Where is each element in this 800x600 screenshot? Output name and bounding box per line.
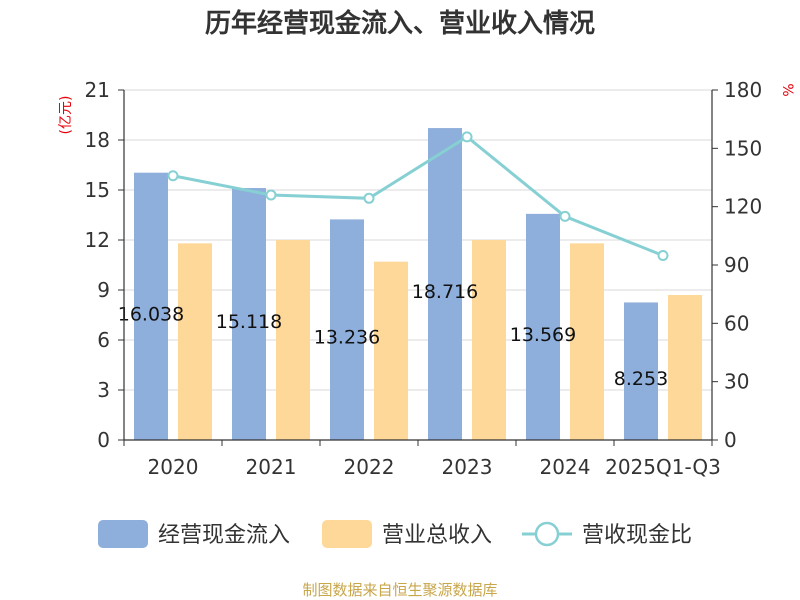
ratio-point[interactable]: [461, 131, 473, 143]
x-tick-label: 2021: [246, 455, 297, 479]
bar-revenue[interactable]: [472, 240, 506, 440]
ratio-point[interactable]: [167, 170, 179, 182]
x-tick-label: 2024: [540, 455, 591, 479]
bar-value-label: 16.038: [118, 303, 184, 325]
legend-marker-ratio[interactable]: [534, 521, 560, 547]
ratio-point[interactable]: [265, 189, 277, 201]
left-tick-label: 6: [97, 328, 110, 352]
left-axis-unit: (亿元): [58, 96, 74, 135]
bar-value-label: 13.569: [510, 324, 576, 346]
right-tick-label: 180: [724, 78, 762, 102]
left-tick-label: 18: [85, 128, 110, 152]
bar-revenue[interactable]: [374, 261, 408, 440]
bar-value-label: 8.253: [614, 368, 668, 390]
right-axis-unit: %: [779, 83, 795, 96]
left-tick-label: 21: [85, 78, 110, 102]
left-tick-label: 0: [97, 428, 110, 452]
ratio-point[interactable]: [363, 192, 375, 204]
bar-revenue[interactable]: [668, 295, 702, 440]
bar-cash-inflow[interactable]: [624, 302, 658, 440]
bar-value-label: 18.716: [412, 281, 478, 303]
bar-cash-inflow[interactable]: [330, 219, 364, 440]
legend-swatch-revenue[interactable]: [322, 520, 372, 548]
x-tick-label: 2023: [442, 455, 493, 479]
bars: [134, 128, 702, 441]
bar-value-label: 13.236: [314, 327, 380, 349]
bar-revenue[interactable]: [178, 243, 212, 440]
legend[interactable]: 经营现金流入 营业总收入 营收现金比: [98, 520, 692, 548]
legend-label-cash-inflow[interactable]: 经营现金流入: [158, 523, 290, 548]
bar-cash-inflow[interactable]: [428, 128, 462, 441]
left-tick-label: 9: [97, 278, 110, 302]
bar-value-label: 15.118: [216, 311, 282, 333]
x-tick-label: 2022: [344, 455, 395, 479]
left-tick-label: 3: [97, 378, 110, 402]
ratio-line: [167, 131, 669, 261]
right-tick-label: 0: [724, 428, 737, 452]
bar-labels: 16.038 15.118 13.236 18.716 13.569 8.253: [118, 281, 668, 390]
x-tick-label: 2020: [148, 455, 199, 479]
legend-label-ratio[interactable]: 营收现金比: [582, 523, 692, 548]
bar-revenue[interactable]: [570, 243, 604, 440]
ratio-line-path: [172, 135, 664, 257]
right-tick-label: 120: [724, 195, 762, 219]
chart-title: 历年经营现金流入、营业收入情况: [205, 8, 595, 39]
grid: [124, 89, 712, 391]
ratio-point[interactable]: [559, 210, 571, 222]
right-tick-label: 60: [724, 311, 749, 335]
bar-revenue[interactable]: [276, 240, 310, 440]
right-tick-label: 150: [724, 136, 762, 160]
x-tick-label: 2025Q1-Q3: [605, 455, 721, 479]
source-note: 制图数据来自恒生聚源数据库: [302, 581, 497, 599]
ratio-point[interactable]: [657, 249, 669, 261]
left-tick-label: 15: [85, 178, 110, 202]
bar-cash-inflow[interactable]: [526, 213, 560, 440]
right-tick-label: 30: [724, 370, 749, 394]
left-tick-label: 12: [85, 228, 110, 252]
right-tick-label: 90: [724, 253, 749, 277]
bar-cash-inflow[interactable]: [134, 172, 168, 440]
legend-swatch-cash-inflow[interactable]: [98, 520, 148, 548]
axes: 0 3 6 9 12 15 18 21 0 30 60 90 120 150 180 2020 2021 2022…: [85, 78, 763, 479]
legend-label-revenue[interactable]: 营业总收入: [382, 523, 492, 548]
bar-cash-inflow[interactable]: [232, 188, 266, 440]
